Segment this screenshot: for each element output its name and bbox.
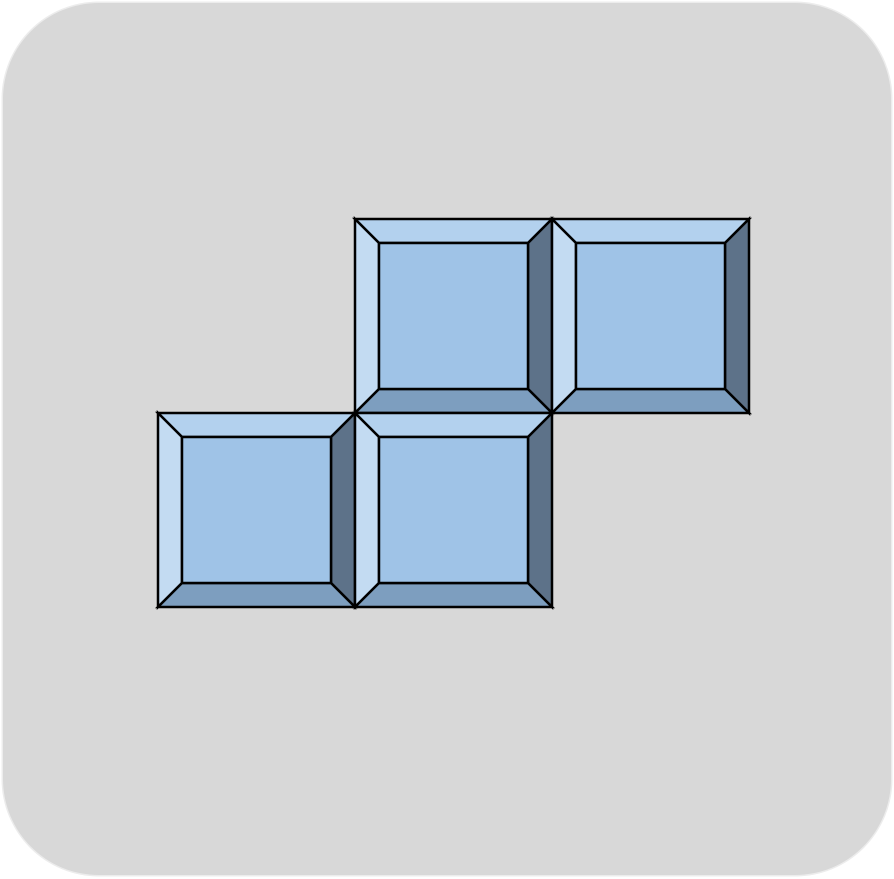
block-left-bevel [353, 215, 381, 417]
block-right-bevel [329, 409, 357, 611]
block-top-bevel [351, 411, 556, 439]
block-left-bevel [353, 409, 381, 611]
block [351, 215, 556, 417]
block-left-bevel [550, 215, 578, 417]
block-face [377, 435, 530, 585]
block-bottom-bevel [154, 581, 359, 609]
block-top-bevel [351, 217, 556, 245]
block-face [180, 435, 333, 585]
block [548, 215, 753, 417]
block-face [574, 241, 727, 391]
block [351, 409, 556, 611]
block-left-bevel [156, 409, 184, 611]
block-top-bevel [548, 217, 753, 245]
block-bottom-bevel [351, 387, 556, 415]
block-bottom-bevel [548, 387, 753, 415]
block-bottom-bevel [351, 581, 556, 609]
block [154, 409, 359, 611]
block-top-bevel [154, 411, 359, 439]
block-right-bevel [723, 215, 751, 417]
block-right-bevel [526, 215, 554, 417]
block-face [377, 241, 530, 391]
block-right-bevel [526, 409, 554, 611]
